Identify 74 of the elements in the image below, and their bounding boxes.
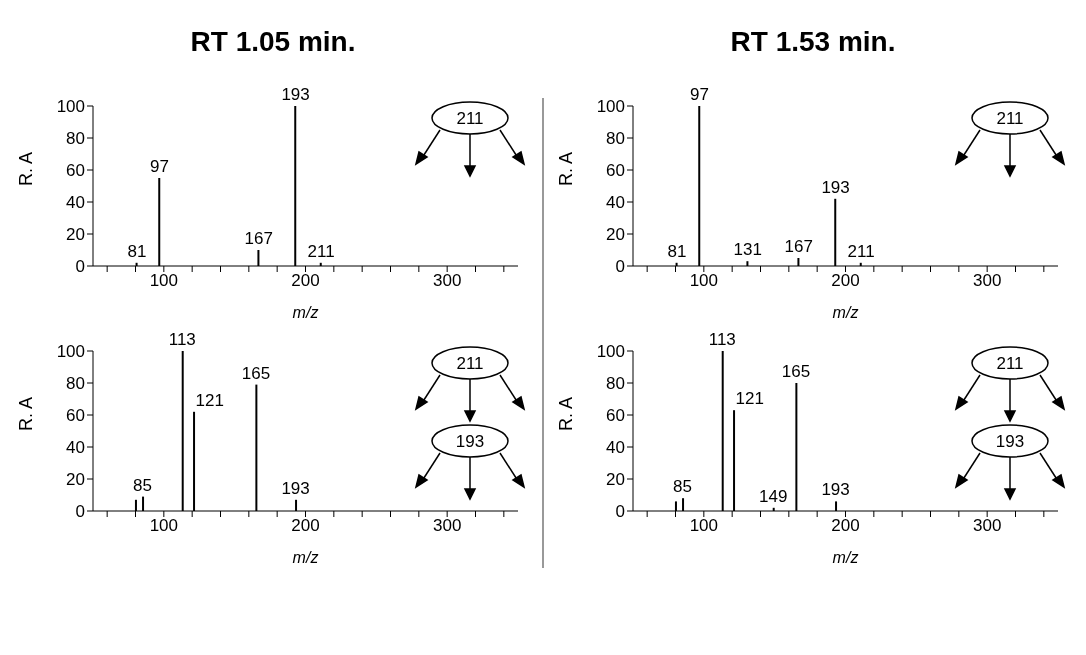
y-tick-label: 80 [66,129,85,149]
y-axis-title: R. A [16,151,37,186]
y-tick-label: 0 [75,257,85,277]
annotation: 167 [784,237,813,256]
annotation: 193 [281,85,310,104]
annotation: 113 [168,330,196,349]
annotation: 97 [150,157,170,176]
y-tick-label: 80 [66,374,85,394]
y-tick-label: 100 [596,342,625,362]
annotation: 193 [821,480,850,500]
annotation: 81 [127,241,147,261]
y-tick-label: 100 [56,342,85,362]
y-tick-label: 100 [56,97,85,117]
y-tick-label: 40 [606,193,625,213]
y-tick-label: 60 [66,161,85,181]
annotation: 193 [455,432,485,451]
y-tick-label: 80 [606,374,625,394]
annotation: 211 [847,241,875,261]
x-tick-label: 200 [831,271,860,291]
y-tick-label: 60 [66,406,85,426]
annotation: 165 [241,363,271,383]
annotation: 97 [690,85,710,104]
x-tick-label: 100 [689,271,719,291]
annotation: 193 [821,177,850,197]
annotation: 81 [667,241,687,261]
y-tick-label: 100 [596,97,625,117]
x-axis-title: m/z [832,549,859,566]
y-tick-label: 60 [606,406,625,426]
chart-title: RT 1.05 min. [189,25,357,59]
x-tick-label: 300 [432,516,462,536]
y-tick-label: 20 [606,470,625,490]
annotation: 121 [735,389,764,409]
annotation: 167 [244,229,273,248]
y-tick-label: 20 [66,470,85,490]
x-tick-label: 300 [972,271,1002,291]
annotation: 85 [673,477,693,497]
y-tick-label: 80 [606,129,625,149]
y-axis-title: R. A [556,396,577,431]
chart-title: RT 1.53 min. [729,25,897,59]
annotation: 165 [781,362,811,381]
annotation: 121 [195,390,224,410]
y-tick-label: 60 [606,161,625,181]
annotation: 211 [996,354,1024,373]
y-tick-label: 0 [615,502,625,522]
y-tick-label: 0 [75,502,85,522]
x-axis-title: m/z [292,549,319,566]
x-tick-label: 200 [291,271,320,291]
y-tick-label: 20 [66,225,85,245]
y-axis-title: R. A [556,151,577,186]
x-tick-label: 100 [149,271,179,291]
x-axis-title: m/z [292,304,319,321]
x-tick-label: 100 [689,516,719,536]
x-axis-title: m/z [832,304,859,321]
x-tick-label: 100 [149,516,179,536]
annotation: 211 [307,241,335,261]
annotation: 193 [995,432,1025,451]
y-tick-label: 20 [606,225,625,245]
y-tick-label: 40 [66,438,85,458]
x-tick-label: 300 [432,271,462,291]
annotation: 211 [996,109,1024,128]
annotation: 149 [759,486,788,506]
annotation: 113 [708,330,736,349]
annotation: 193 [281,478,310,498]
annotation: 131 [733,240,762,260]
x-tick-label: 200 [831,516,860,536]
x-tick-label: 200 [291,516,320,536]
annotation: 85 [133,475,153,495]
x-tick-label: 300 [972,516,1002,536]
y-axis-title: R. A [16,396,37,431]
y-tick-label: 40 [606,438,625,458]
annotation: 211 [456,354,484,373]
y-tick-label: 40 [66,193,85,213]
annotation: 211 [456,109,484,128]
y-tick-label: 0 [615,257,625,277]
